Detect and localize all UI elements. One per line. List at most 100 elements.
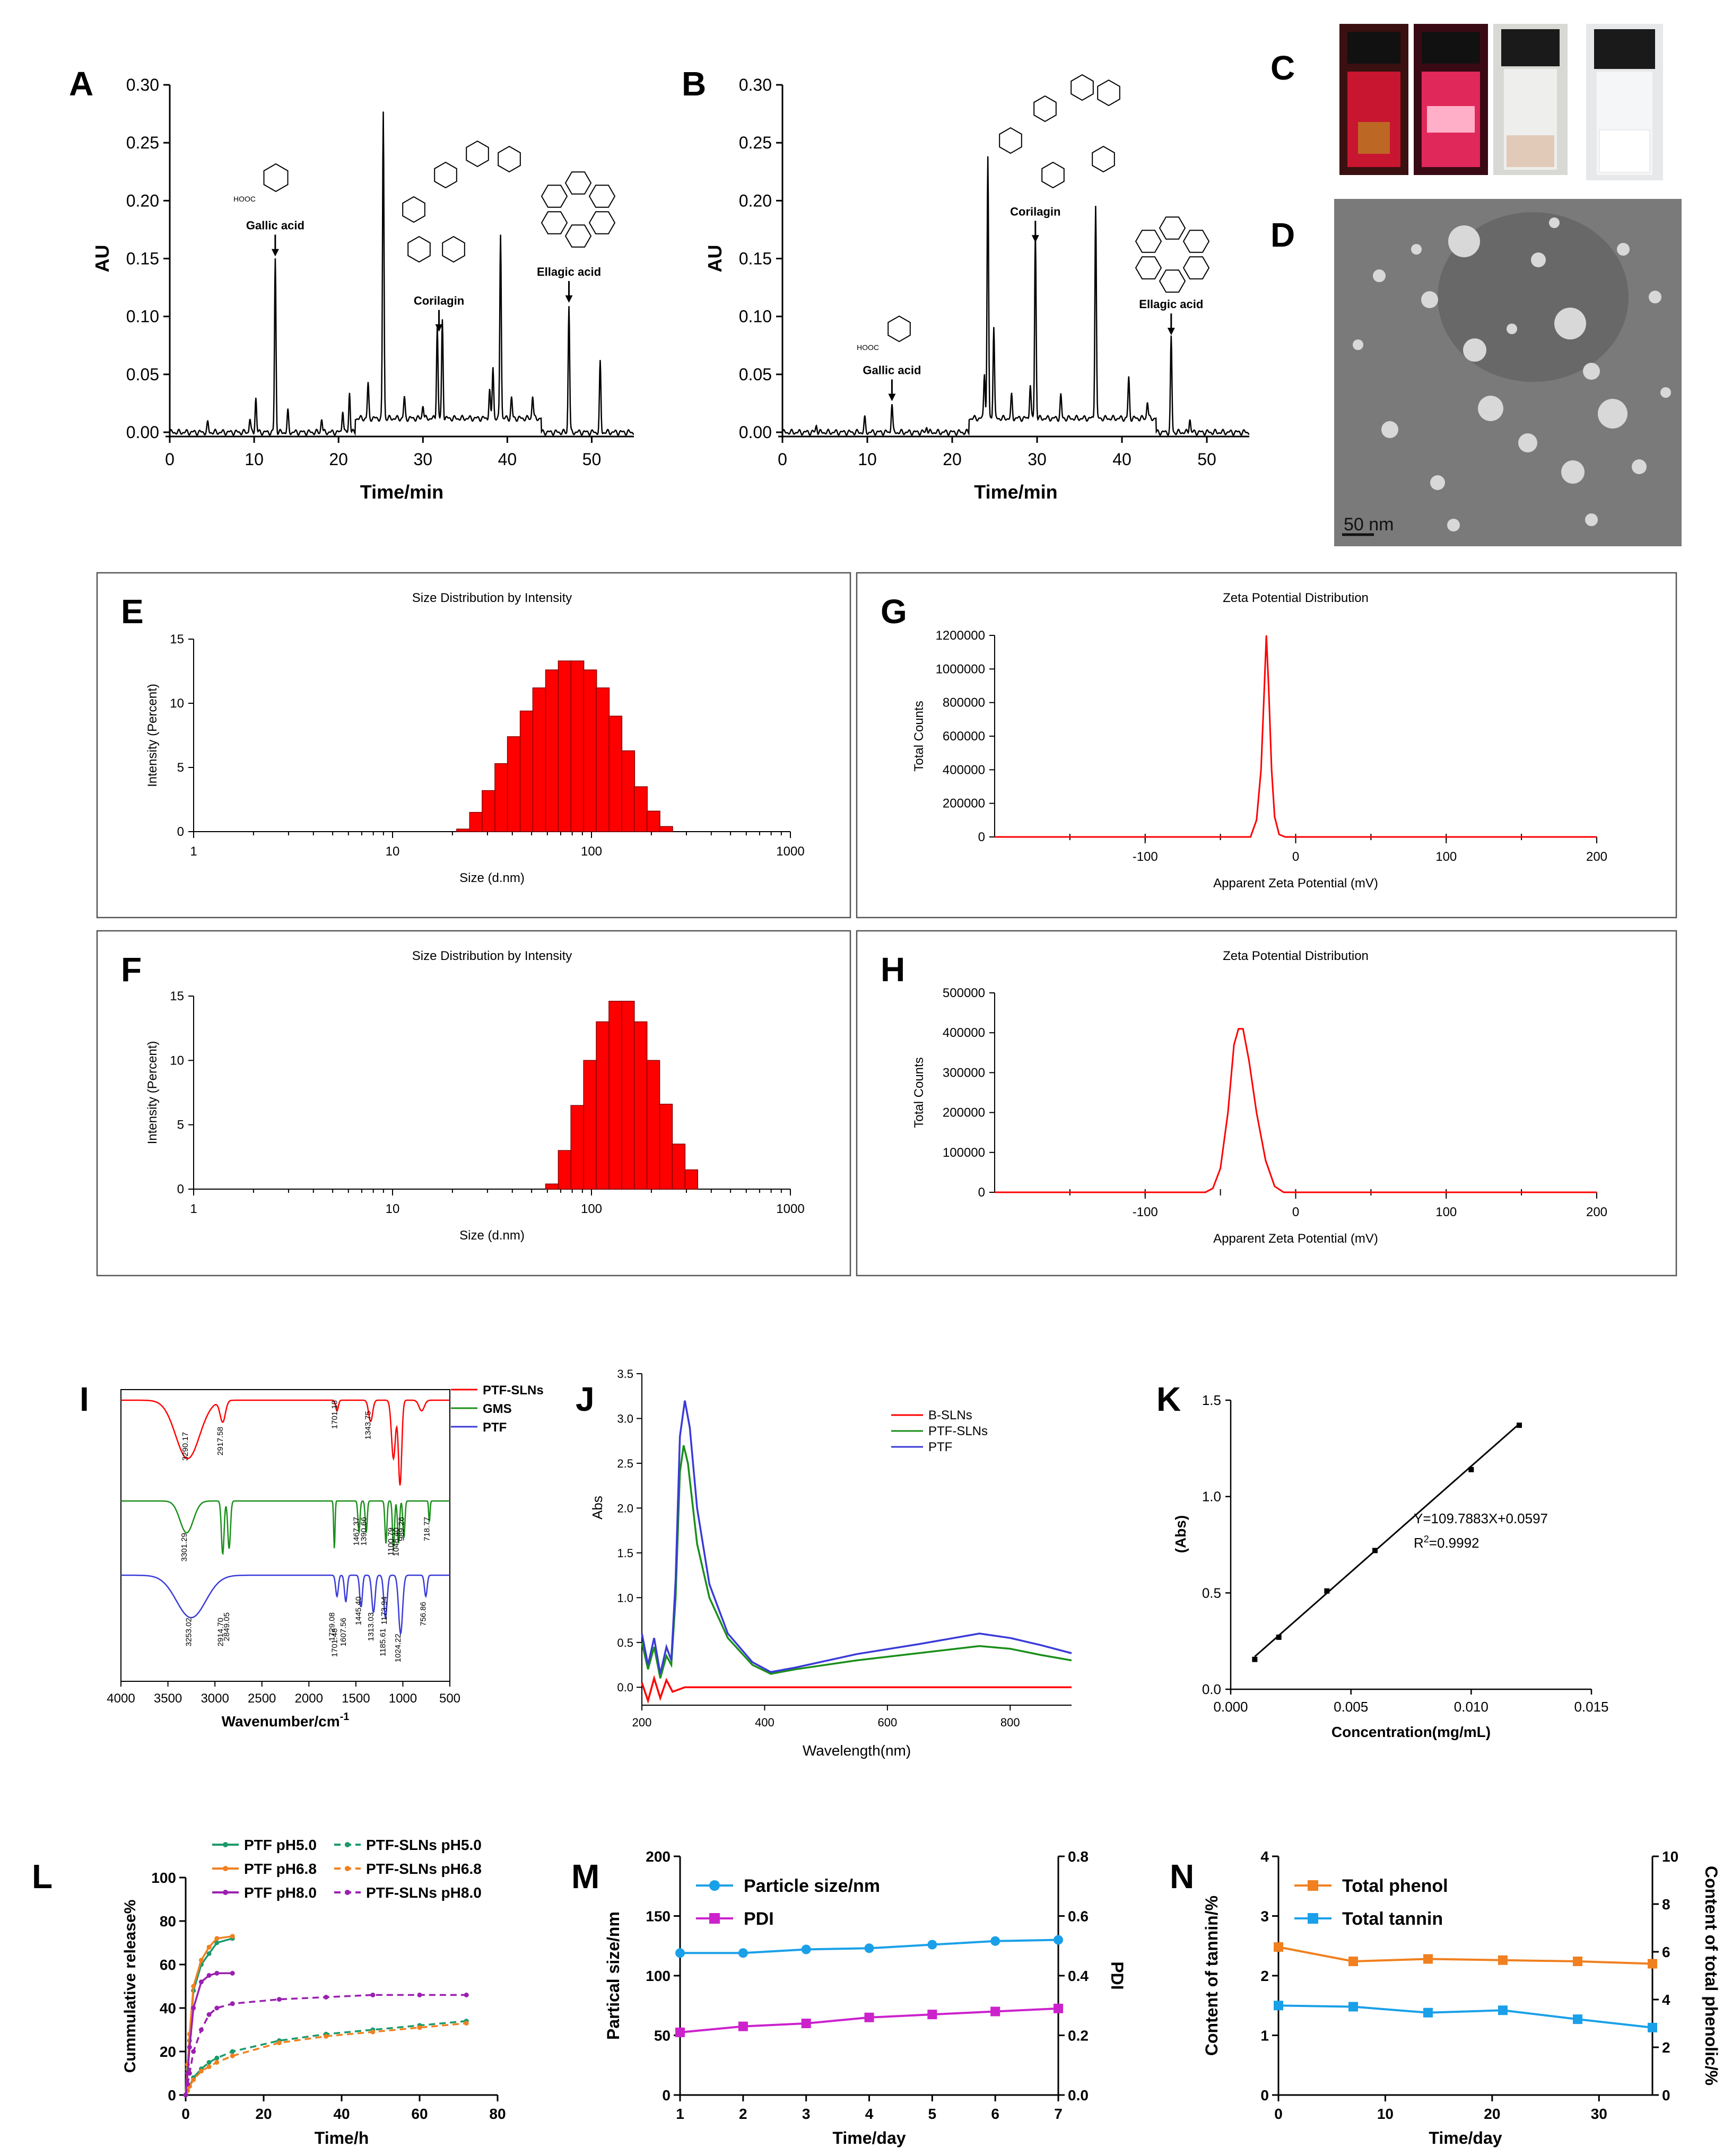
y-axis-label: Cummulative release% bbox=[121, 1900, 139, 2073]
ring bbox=[541, 211, 568, 234]
x-tick-label: 0.015 bbox=[1574, 1699, 1608, 1715]
tem-particle bbox=[1507, 324, 1517, 334]
chart-title: Zeta Potential Distribution bbox=[1223, 591, 1369, 605]
y-tick-label: 100 bbox=[646, 1968, 671, 1984]
panel-j: J 0.0 0.5 1.0 1.5 2.0 2.5 3.0 3.5 200 400 600 800 Wav… bbox=[576, 1367, 1072, 1759]
y-tick-label: 0 bbox=[978, 1185, 985, 1200]
peak-label: 1046.40 bbox=[391, 1527, 401, 1556]
peak-label: 1390.66 bbox=[359, 1517, 368, 1546]
y-tick-label: 0 bbox=[978, 830, 985, 844]
peak-annotation: Corilagin bbox=[1010, 205, 1060, 218]
ring bbox=[1041, 161, 1065, 189]
y-tick-label: 15 bbox=[170, 989, 184, 1003]
data-point bbox=[324, 1995, 329, 2000]
histogram-bar bbox=[507, 736, 521, 832]
y-tick-label: 300000 bbox=[943, 1066, 985, 1080]
y-tick-label: 200000 bbox=[943, 797, 985, 811]
y-tick-label: 3 bbox=[1260, 1908, 1269, 1925]
peak-label: 1100.79 bbox=[387, 1527, 396, 1556]
ring bbox=[564, 224, 592, 248]
legend-marker bbox=[223, 1866, 228, 1871]
tem-particle bbox=[1448, 225, 1480, 257]
panel-label-f: F bbox=[121, 950, 142, 989]
legend-label: PTF-SLNs pH6.8 bbox=[366, 1861, 482, 1877]
y-axis-label: Intensity (Percent) bbox=[145, 684, 160, 787]
data-point bbox=[864, 1943, 874, 1953]
data-point bbox=[927, 1940, 937, 1950]
x-axis-label: Apparent Zeta Potential (mV) bbox=[1213, 1232, 1378, 1246]
peak-arrowhead bbox=[271, 249, 279, 257]
tem-particle bbox=[1617, 243, 1630, 256]
data-point bbox=[214, 2060, 220, 2065]
tem-particle bbox=[1598, 399, 1627, 429]
data-point bbox=[230, 1934, 235, 1939]
tem-particle bbox=[1463, 338, 1486, 362]
panel-frame bbox=[856, 930, 1677, 1277]
x-tick-label: 3 bbox=[802, 2106, 811, 2122]
data-point bbox=[206, 1973, 212, 1978]
x-tick-label: 1 bbox=[676, 2106, 684, 2122]
x-axis-label: Wavelength(nm) bbox=[803, 1742, 911, 1759]
histogram-bar bbox=[519, 710, 534, 832]
tem-particle bbox=[1531, 252, 1546, 267]
panel-h: H Zeta Potential Distribution 0 100000 20000… bbox=[856, 930, 1677, 1277]
peak-label: 3290.17 bbox=[181, 1432, 190, 1461]
histogram-bar bbox=[583, 669, 597, 832]
x-axis-label: Time/h bbox=[315, 2128, 369, 2148]
x-tick-label: 30 bbox=[1591, 2106, 1607, 2122]
y-tick-label: 10 bbox=[170, 696, 184, 711]
regression-line bbox=[1254, 1423, 1520, 1657]
y-tick-label: 0 bbox=[177, 1182, 184, 1197]
data-point bbox=[675, 1948, 685, 1958]
data-point bbox=[206, 2064, 212, 2070]
y-tick-label: 200 bbox=[646, 1848, 671, 1865]
y2-tick-label: 10 bbox=[1662, 1848, 1678, 1865]
legend-marker bbox=[345, 1842, 350, 1847]
panel-label-e: E bbox=[121, 592, 144, 631]
data-point bbox=[1348, 2002, 1358, 2012]
peak-arrowhead bbox=[1031, 235, 1039, 243]
peak-label: 1185.61 bbox=[379, 1628, 388, 1656]
ring bbox=[588, 211, 616, 234]
panel-n: N 0 1 2 3 4 0 2 4 6 8 10 0 10 20 30 Time/day Content of t… bbox=[1170, 1848, 1721, 2148]
peak-arrowhead bbox=[435, 324, 443, 332]
vial-photo-3 bbox=[1493, 24, 1568, 175]
data-point bbox=[324, 2033, 329, 2039]
r-squared: R2=0.9992 bbox=[1414, 1534, 1479, 1551]
y-tick-label: 0.30 bbox=[126, 75, 159, 94]
data-point bbox=[464, 2021, 469, 2026]
x-tick-label: 50 bbox=[582, 450, 602, 469]
ring bbox=[588, 185, 616, 208]
y-axis-label: AU bbox=[704, 245, 726, 273]
ellagic-acid-structure bbox=[1135, 216, 1210, 293]
x-tick-label: 40 bbox=[498, 450, 517, 469]
chart-title: Size Distribution by Intensity bbox=[412, 591, 572, 605]
y-axis-label: (Abs) bbox=[1172, 1515, 1189, 1553]
data-point bbox=[1648, 1959, 1657, 1969]
histogram-bar bbox=[621, 750, 636, 832]
histogram-bar bbox=[482, 790, 496, 832]
y-axis-label: AU bbox=[91, 245, 113, 273]
histogram-bar bbox=[570, 660, 585, 832]
x-tick-label: 7 bbox=[1054, 2106, 1063, 2122]
legend-label: GMS bbox=[483, 1402, 512, 1416]
x-tick-label: 0 bbox=[1274, 2106, 1283, 2122]
tem-particle bbox=[1585, 513, 1598, 526]
histogram-bar bbox=[558, 660, 572, 832]
x-tick-label: 2 bbox=[739, 2106, 747, 2122]
tem-particle bbox=[1421, 291, 1438, 308]
x-tick-label: 500 bbox=[439, 1691, 460, 1706]
y-tick-label: 1.5 bbox=[1202, 1392, 1221, 1408]
y2-tick-label: 0.4 bbox=[1068, 1968, 1089, 1984]
data-point bbox=[990, 1936, 1000, 1946]
x-axis-label: Size (d.nm) bbox=[459, 871, 525, 885]
tem-particle bbox=[1632, 459, 1647, 474]
tem-particles bbox=[1353, 212, 1671, 531]
panel-label-h: H bbox=[881, 950, 905, 989]
x-tick-label: 20 bbox=[943, 450, 962, 469]
histogram-bar bbox=[608, 715, 623, 832]
y-tick-label: 100000 bbox=[943, 1146, 985, 1160]
legend-label: Particle size/nm bbox=[744, 1876, 880, 1896]
peak-label: 1313.03 bbox=[367, 1612, 376, 1641]
r-squared-sup: 2 bbox=[1424, 1534, 1429, 1544]
